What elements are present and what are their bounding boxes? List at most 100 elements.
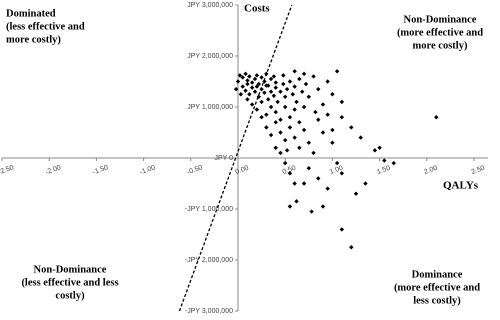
point <box>311 74 316 79</box>
point <box>259 86 264 92</box>
point <box>330 140 335 145</box>
point <box>249 85 255 90</box>
point <box>294 99 299 105</box>
point <box>273 80 278 85</box>
y-tick-label: JPY 3,000,000 <box>187 2 233 9</box>
quadrant-label: (less effective and <box>6 21 85 32</box>
point <box>252 76 258 82</box>
point <box>273 145 278 150</box>
point <box>252 89 258 94</box>
y-tick-label: -JPY 1,000,000 <box>185 206 233 213</box>
point <box>259 99 264 105</box>
point <box>264 112 269 117</box>
point <box>301 181 307 186</box>
point <box>434 115 439 120</box>
point <box>311 150 316 156</box>
point <box>299 89 305 94</box>
point <box>254 84 260 89</box>
point <box>256 94 261 99</box>
point <box>247 92 252 97</box>
x-tick-label: -1.00 <box>139 164 156 176</box>
y-tick-label: JPY 0 <box>214 155 233 162</box>
y-tick-label: -JPY 3,000,000 <box>185 308 233 315</box>
quadrant-label: (more effective and <box>397 27 483 38</box>
point <box>271 93 277 98</box>
point <box>284 86 290 92</box>
x-tick-label: -2.50 <box>0 164 15 176</box>
quadrant-label: Non-Dominance <box>404 14 477 25</box>
x-tick-label: 2.00 <box>423 165 438 176</box>
point <box>273 120 278 125</box>
point <box>281 73 286 78</box>
x-tick-label: -2.00 <box>45 164 62 176</box>
point <box>316 117 321 122</box>
y-axis-label: Costs <box>244 3 270 15</box>
point <box>268 132 274 138</box>
point <box>259 75 264 80</box>
x-axis-label: QALYs <box>443 180 479 192</box>
point <box>268 76 274 82</box>
quadrant-label: more costly) <box>6 34 61 45</box>
point <box>349 245 354 250</box>
x-tick-label: 2.50 <box>471 165 486 176</box>
point <box>325 112 330 117</box>
point <box>275 99 280 105</box>
quadrant-label: costly) <box>55 290 85 301</box>
quadrant-label: Non-Dominance <box>34 264 107 275</box>
point <box>287 204 293 209</box>
point <box>292 84 297 89</box>
point <box>235 79 241 84</box>
point <box>292 135 297 140</box>
x-tick-label: 1.50 <box>376 165 391 176</box>
x-tick-label: 0.00 <box>235 165 250 176</box>
point <box>330 127 335 133</box>
point <box>233 86 239 92</box>
point <box>245 78 250 83</box>
quadrant-label: less costly) <box>413 295 461 306</box>
threshold-line <box>178 4 293 312</box>
y-tick-label: JPY 2,000,000 <box>187 53 233 60</box>
point <box>339 171 345 176</box>
point <box>382 158 387 163</box>
y-tick-label: -JPY 2,000,000 <box>185 257 233 264</box>
point <box>278 89 283 94</box>
point <box>287 115 293 120</box>
point <box>262 79 267 84</box>
point <box>273 85 278 90</box>
quadrant-label: (less effective and less <box>21 277 118 288</box>
point <box>283 160 288 166</box>
point <box>278 150 283 156</box>
point <box>349 125 354 130</box>
point <box>281 81 286 87</box>
point <box>278 130 283 135</box>
point <box>297 145 302 150</box>
point <box>240 84 245 89</box>
y-tick-label: JPY 1,000,000 <box>187 104 233 111</box>
point <box>358 135 363 140</box>
point <box>297 120 302 125</box>
point <box>240 75 245 80</box>
quadrant-label: more costly) <box>413 40 468 51</box>
point <box>264 71 269 77</box>
point <box>339 115 345 120</box>
point <box>309 209 314 214</box>
point <box>283 137 288 143</box>
point <box>278 117 283 122</box>
point <box>306 94 311 99</box>
point <box>273 109 278 115</box>
point <box>334 160 340 166</box>
point <box>237 73 243 78</box>
point <box>294 199 299 204</box>
point <box>247 74 252 79</box>
point <box>264 125 269 130</box>
point <box>301 71 307 77</box>
quadrant-label: (more effective and <box>394 282 480 293</box>
point <box>372 148 378 153</box>
point <box>292 69 297 74</box>
point <box>287 125 293 130</box>
point <box>353 191 359 196</box>
point <box>320 204 326 209</box>
point <box>268 104 274 110</box>
point <box>297 76 302 82</box>
